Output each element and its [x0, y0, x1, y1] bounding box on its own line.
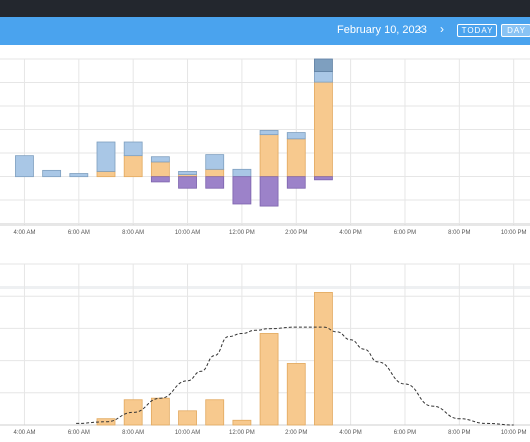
- x-tick-label: 4:00 PM: [339, 430, 361, 436]
- bar-orange: [286, 363, 306, 426]
- date-navigation-bar: February 10, 2023 ‹ › TODAY DAY: [0, 17, 530, 45]
- x-tick-label: 4:00 PM: [339, 230, 361, 236]
- bar-segment-light-blue: [286, 132, 306, 140]
- bar-segment-light-blue: [150, 156, 170, 163]
- x-tick-label: 12:00 PM: [229, 430, 255, 436]
- bar-line-chart: 4:00 AM 6:00 AM 8:00 AM 10:00 AM 12:00 PM 2:0…: [0, 263, 530, 436]
- today-button[interactable]: TODAY: [457, 24, 497, 37]
- x-tick-label: 8:00 AM: [122, 430, 144, 436]
- trend-line-dashed: [76, 326, 514, 426]
- bar-segment-purple: [314, 176, 333, 181]
- bar-segment-light-blue: [15, 155, 34, 178]
- bar-orange: [96, 418, 116, 426]
- bar-segment-light-blue: [123, 141, 143, 157]
- charts-panel: 4:00 AM 6:00 AM 8:00 AM 10:00 AM 12:00 PM 2:0…: [0, 45, 530, 442]
- bar-segment-purple: [259, 176, 279, 207]
- bar-segment-light-blue: [205, 154, 225, 170]
- bar-segment-light-blue: [232, 168, 252, 178]
- bar-segment-orange: [150, 161, 170, 178]
- bar-segment-orange: [96, 171, 116, 178]
- bar-orange: [314, 292, 333, 426]
- bar-orange: [123, 399, 143, 426]
- bar-segment-light-blue: [42, 169, 62, 178]
- bar-segment-orange: [259, 134, 279, 178]
- chevron-right-icon[interactable]: ›: [440, 22, 444, 36]
- bar-segment-purple: [178, 176, 197, 189]
- bar-segment-light-blue: [178, 171, 197, 175]
- bar-segment-light-blue: [259, 130, 279, 136]
- x-tick-label: 4:00 AM: [13, 430, 35, 436]
- bar-segment-purple: [232, 176, 252, 205]
- bar-orange: [232, 419, 252, 426]
- bar-segment-orange: [314, 81, 333, 178]
- bar-orange: [205, 399, 225, 426]
- x-tick-label: 10:00 PM: [501, 230, 527, 236]
- chart-separator: [0, 286, 530, 289]
- stacked-bar-chart: 4:00 AM 6:00 AM 8:00 AM 10:00 AM 12:00 PM 2:0…: [0, 58, 530, 236]
- bar-segment-light-blue: [96, 141, 116, 172]
- x-tick-label: 6:00 AM: [68, 430, 90, 436]
- x-tick-label: 8:00 AM: [122, 230, 144, 236]
- x-tick-label: 2:00 PM: [285, 430, 307, 436]
- window-top-strip: [0, 0, 530, 17]
- x-tick-label: 6:00 PM: [394, 230, 416, 236]
- bar-orange: [259, 333, 279, 426]
- bar-orange: [178, 410, 197, 426]
- bar-segment-light-blue: [69, 173, 89, 178]
- bar-segment-purple: [286, 176, 306, 189]
- x-tick-label: 12:00 PM: [229, 230, 255, 236]
- chevron-left-icon[interactable]: ‹: [418, 22, 422, 36]
- bar-segment-orange: [205, 168, 225, 178]
- x-tick-label: 6:00 PM: [394, 430, 416, 436]
- x-tick-label: 2:00 PM: [285, 230, 307, 236]
- x-tick-label: 10:00 AM: [175, 230, 200, 236]
- x-tick-label: 8:00 PM: [448, 430, 470, 436]
- x-tick-label: 10:00 AM: [175, 430, 200, 436]
- x-tick-label: 10:00 PM: [501, 430, 527, 436]
- x-tick-label: 8:00 PM: [448, 230, 470, 236]
- x-tick-label: 6:00 AM: [68, 230, 90, 236]
- bar-segment-orange: [123, 155, 143, 178]
- x-tick-label: 4:00 AM: [13, 230, 35, 236]
- bar-segment-light-blue: [314, 71, 333, 83]
- day-view-button[interactable]: DAY: [501, 24, 530, 37]
- bar-orange: [150, 397, 170, 426]
- bar-segment-orange: [286, 138, 306, 178]
- bar-segment-purple: [205, 176, 225, 189]
- bar-segment-purple: [150, 176, 170, 183]
- bar-segment-dark-blue: [314, 58, 333, 73]
- current-date: February 10, 2023: [337, 24, 427, 36]
